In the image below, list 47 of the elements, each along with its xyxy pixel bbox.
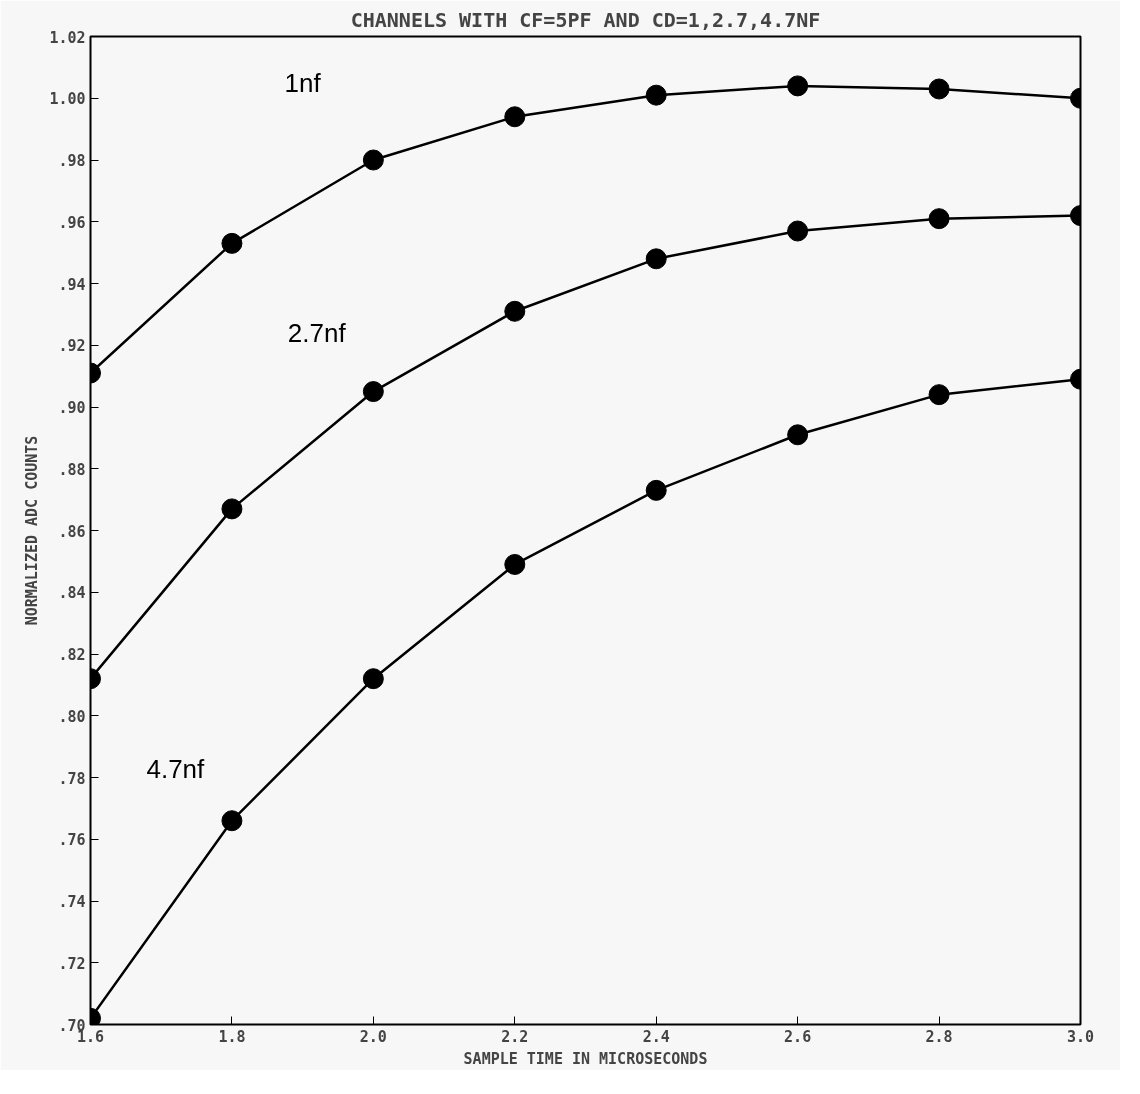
point [645, 84, 667, 106]
y-tick-label: .86 [58, 522, 86, 541]
y-tick-label: .80 [58, 707, 86, 726]
y-axis-title: NORMALIZED ADC COUNTS [23, 435, 42, 626]
point [787, 424, 809, 446]
y-tick-label: 1.02 [49, 28, 86, 47]
point [221, 232, 243, 254]
y-tick-label: .78 [58, 769, 86, 788]
point [645, 479, 667, 501]
point [362, 381, 384, 403]
point [928, 208, 950, 230]
point [928, 78, 950, 100]
y-tick-label: .94 [58, 275, 86, 294]
point [787, 220, 809, 242]
y-tick-label: .88 [58, 460, 86, 479]
y-tick-label: .74 [58, 893, 86, 911]
x-tick-label: 2.6 [784, 1027, 812, 1046]
point [645, 248, 667, 270]
y-tick-label: .96 [58, 213, 86, 232]
series-label: 4.7nf [146, 753, 206, 784]
point [362, 668, 384, 690]
x-tick-label: 1.8 [218, 1027, 246, 1046]
x-tick-label: 2.8 [925, 1027, 953, 1046]
x-tick-label: 2.0 [359, 1027, 387, 1046]
series-label: 2.7nf [287, 318, 347, 349]
point [787, 75, 809, 97]
y-tick-label: .72 [58, 954, 86, 973]
y-tick-label: .84 [58, 584, 86, 603]
point [362, 149, 384, 171]
y-tick-label: .82 [58, 646, 86, 664]
point [928, 384, 950, 406]
point [504, 553, 526, 575]
x-axis-title: SAMPLE TIME IN MICROSECONDS [463, 1049, 708, 1068]
x-tick-label: 2.4 [642, 1027, 670, 1046]
y-tick-label: .92 [58, 337, 86, 356]
point [504, 300, 526, 322]
y-tick-label: .76 [58, 831, 86, 850]
y-tick-label: .98 [58, 152, 86, 170]
y-tick-label: .90 [58, 399, 86, 417]
text: 1nf [284, 68, 322, 99]
point [221, 810, 243, 832]
chart-title: CHANNELS WITH CF=5PF AND CD=1,2.7,4.7NF [350, 7, 821, 32]
y-tick-label: 1.00 [49, 90, 86, 109]
point [504, 106, 526, 128]
point [221, 498, 243, 520]
x-tick-label: 3.0 [1066, 1027, 1095, 1046]
x-tick-label: 2.2 [501, 1027, 529, 1046]
